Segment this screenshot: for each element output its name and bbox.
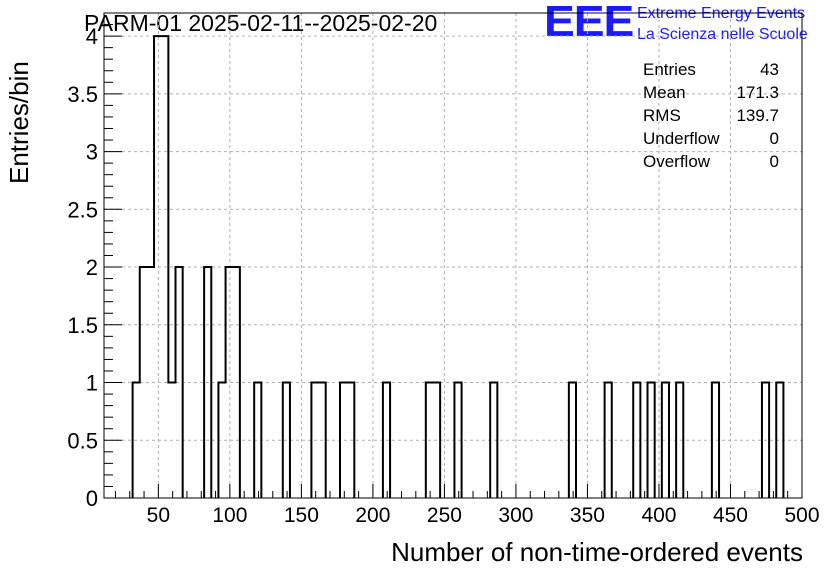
stat-label-entries: Entries: [643, 60, 696, 79]
x-tick-label: 250: [427, 504, 462, 527]
y-tick-label: 0: [86, 486, 98, 511]
x-tick-label: 200: [355, 504, 390, 527]
x-tick-label: 500: [784, 504, 819, 527]
grid-lines: [104, 13, 803, 498]
y-tick-label: 4: [86, 24, 98, 49]
stat-label-underflow: Underflow: [643, 129, 720, 148]
y-tick-label: 0.5: [67, 428, 98, 453]
x-tick-label: 150: [284, 504, 319, 527]
y-axis-label: Entries/bin: [4, 61, 34, 184]
x-axis-label: Number of non-time-ordered events: [391, 537, 803, 567]
axis-ticks: [104, 12, 803, 499]
y-tick-label: 3.5: [67, 82, 98, 107]
y-tick-label: 1: [86, 371, 98, 396]
stat-value-underflow: 0: [769, 129, 779, 148]
y-tick-label: 1.5: [67, 313, 98, 338]
stat-label-overflow: Overflow: [643, 152, 711, 171]
stat-label-mean: Mean: [643, 83, 686, 102]
y-tick-label: 3: [86, 140, 98, 165]
eee-logo-mark: EEE: [544, 0, 634, 46]
x-tick-label: 100: [212, 504, 247, 527]
x-tick-label: 450: [713, 504, 748, 527]
stat-value-mean: 171.3: [736, 83, 779, 102]
x-tick-label: 50: [147, 504, 170, 527]
chart-title: PARM-01 2025-02-11--2025-02-20: [84, 10, 438, 36]
logo-line-2: La Scienza nelle Scuole: [637, 26, 808, 43]
x-tick-labels: 50 100 150 200 250 300 350 400 450 500: [147, 504, 820, 527]
stat-value-overflow: 0: [769, 152, 779, 171]
histogram-line: [131, 35, 785, 498]
stat-label-rms: RMS: [643, 106, 681, 125]
y-tick-label: 2: [86, 255, 98, 280]
x-tick-label: 300: [498, 504, 533, 527]
x-tick-label: 400: [641, 504, 676, 527]
plot-frame: [103, 12, 803, 499]
y-tick-label: 2.5: [67, 197, 98, 222]
x-tick-label: 350: [570, 504, 605, 527]
stat-value-entries: 43: [760, 60, 779, 79]
y-tick-labels: 0 0.5 1 1.5 2 2.5 3 3.5 4: [67, 24, 98, 511]
stat-value-rms: 139.7: [736, 106, 779, 125]
